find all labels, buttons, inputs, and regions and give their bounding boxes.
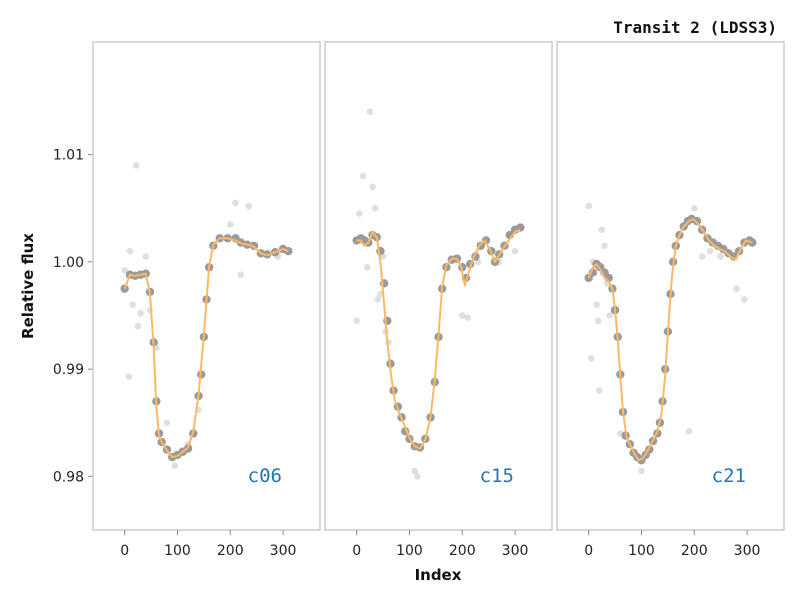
raw-data-point (237, 271, 245, 279)
panel-label: c21 (712, 465, 746, 487)
panel-c15: 0 100 200 300 c15 (324, 41, 553, 559)
raw-data-point (125, 373, 133, 380)
x-tick-label: 0 (352, 543, 361, 559)
chart-title: Transit 2 (LDSS3) (613, 18, 777, 37)
raw-data-point (137, 310, 144, 317)
x-tick-label: 100 (164, 543, 191, 559)
x-tick-label: 300 (270, 543, 297, 559)
raw-data-point (366, 108, 374, 116)
y-tick-label: 0.98 (53, 469, 84, 485)
raw-data-point (706, 247, 714, 255)
panel-label: c06 (248, 465, 282, 487)
raw-data-point (226, 221, 234, 228)
x-tick-label: 0 (584, 543, 593, 559)
raw-data-point (690, 204, 698, 212)
raw-data-point (585, 202, 592, 210)
panels: 0 100 200 300 c06 0 100 200 300 c15 0 100 200 300 c21 (92, 41, 785, 559)
x-tick-label: 300 (502, 543, 529, 559)
raw-data-point (741, 296, 748, 303)
raw-data-point (121, 267, 128, 274)
raw-data-point (717, 253, 724, 260)
raw-data-point (359, 172, 367, 180)
model-line (356, 228, 521, 450)
y-tick-label: 1.01 (53, 148, 84, 164)
panel-c06: 0 100 200 300 c06 (92, 41, 321, 559)
raw-data-point (464, 314, 471, 321)
raw-data-point (511, 247, 519, 255)
raw-data-point (638, 467, 645, 475)
raw-data-point (171, 462, 179, 469)
panel-frame (556, 41, 785, 531)
raw-data-point (598, 226, 606, 233)
raw-data-point (594, 317, 602, 325)
x-axis-title: Index (415, 566, 462, 584)
raw-data-point (374, 296, 382, 303)
raw-data-point (411, 467, 419, 475)
raw-data-point (414, 473, 421, 480)
binned-data-point (481, 236, 491, 245)
panel-label: c15 (480, 465, 514, 487)
raw-data-point (458, 312, 466, 319)
x-tick-label: 200 (217, 543, 244, 559)
raw-data-point (245, 202, 253, 210)
raw-data-point (163, 419, 171, 427)
raw-data-point (593, 301, 600, 309)
raw-data-point (733, 285, 740, 292)
y-tick-label: 0.99 (53, 362, 84, 378)
x-tick-label: 200 (681, 543, 708, 559)
raw-data-point (356, 210, 363, 217)
raw-data-point (232, 199, 239, 207)
y-tick-label: 1.00 (53, 255, 84, 271)
raw-data-point (606, 312, 614, 319)
x-tick-label: 200 (449, 543, 476, 559)
raw-data-point (126, 247, 134, 255)
raw-data-point (132, 162, 140, 169)
raw-data-point (129, 301, 136, 309)
raw-data-point (363, 263, 371, 271)
model-line (587, 217, 753, 462)
raw-data-point (595, 387, 603, 394)
raw-data-point (685, 428, 693, 435)
raw-data-point (698, 253, 706, 260)
y-axis: 0.98 0.99 1.00 1.01 (53, 148, 93, 485)
raw-data-point (371, 204, 379, 212)
x-tick-label: 300 (734, 543, 761, 559)
x-tick-label: 100 (396, 543, 423, 559)
y-axis-title: Relative flux (19, 233, 37, 339)
x-tick-label: 0 (120, 543, 129, 559)
raw-data-point (134, 322, 142, 330)
raw-data-point (142, 253, 150, 260)
x-tick-label: 100 (628, 543, 655, 559)
raw-data-point (601, 242, 608, 250)
panel-frame (324, 41, 553, 531)
panel-c21: 0 100 200 300 c21 (556, 41, 785, 559)
raw-data-point (588, 355, 595, 362)
raw-data-point (369, 183, 376, 191)
panel-frame (92, 41, 321, 531)
model-line (123, 237, 289, 459)
binned-data-point (692, 216, 702, 226)
raw-data-point (353, 317, 360, 325)
